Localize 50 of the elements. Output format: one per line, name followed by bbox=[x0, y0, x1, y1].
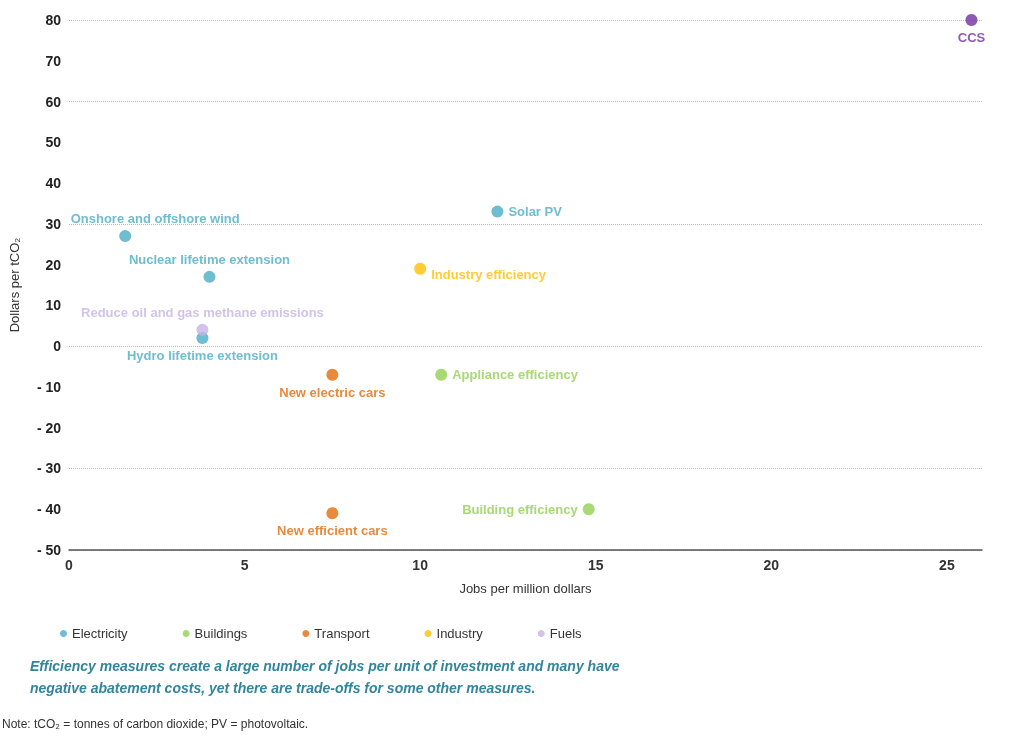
annotation: Nuclear lifetime extension bbox=[128, 251, 291, 267]
point bbox=[196, 323, 209, 336]
annotation: New efficient cars bbox=[277, 523, 388, 539]
y-tick-label: - 10 bbox=[36, 378, 62, 395]
annotation: New electric cars bbox=[279, 384, 386, 400]
x-tick-label: 25 bbox=[939, 557, 955, 573]
y-tick-label: 50 bbox=[45, 134, 62, 151]
point bbox=[203, 270, 216, 283]
x-tick-label: 20 bbox=[763, 557, 780, 573]
y-tick-label: 30 bbox=[45, 215, 62, 232]
y-tick-label: 60 bbox=[45, 93, 62, 110]
y-tick-label: 40 bbox=[45, 175, 62, 192]
point bbox=[965, 14, 978, 26]
x-tick-label: 15 bbox=[587, 557, 604, 573]
y-axis-title: Dollars per tCO₂ bbox=[7, 237, 22, 333]
text: Efficiency measures create a large number of jobs per unit of investment and many have negative abatement costs, yet there are trade-offs for some other measures. bbox=[30, 658, 624, 696]
point bbox=[582, 503, 595, 516]
point bbox=[491, 205, 504, 218]
x-tick-label: 5 bbox=[240, 557, 249, 573]
annotation: Hydro lifetime extension bbox=[126, 348, 278, 363]
annotation: Appliance efficiency bbox=[452, 367, 579, 383]
point bbox=[326, 507, 339, 520]
x-axis-title: Jobs per million dollars bbox=[459, 581, 593, 596]
annotation: Solar PV bbox=[508, 204, 563, 220]
y-tick-label: - 40 bbox=[36, 501, 62, 518]
y-tick-label: 10 bbox=[45, 297, 62, 314]
annotation: Reduce oil and gas methane emissions bbox=[81, 304, 324, 320]
annotation: Onshore and offshore wind bbox=[70, 211, 240, 227]
y-tick-label: 80 bbox=[45, 12, 62, 28]
y-tick-label: - 50 bbox=[36, 542, 62, 558]
point bbox=[435, 368, 448, 381]
y-tick-label: 70 bbox=[45, 52, 62, 69]
y-tick-label: - 20 bbox=[36, 419, 62, 436]
point bbox=[326, 368, 339, 381]
legend-label: Electricity bbox=[72, 626, 129, 641]
legend-label: Buildings bbox=[194, 626, 248, 641]
point bbox=[414, 262, 427, 275]
x-tick-label: 10 bbox=[412, 557, 429, 573]
legend-label: Fuels bbox=[549, 626, 583, 641]
x-tick-label: 0 bbox=[65, 557, 74, 573]
text: Note: tCO₂ = tonnes of carbon dioxide; PV = photovoltaic. bbox=[2, 717, 309, 731]
y-tick-label: 20 bbox=[45, 256, 62, 273]
annotation: Industry efficiency bbox=[431, 267, 547, 283]
legend-label: Transport bbox=[314, 626, 370, 641]
y-tick-label: 0 bbox=[53, 338, 62, 355]
point bbox=[119, 230, 132, 243]
annotation: CCS bbox=[957, 30, 986, 45]
annotation: Building efficiency bbox=[462, 501, 579, 517]
legend-label: Industry bbox=[436, 626, 484, 641]
y-tick-label: - 30 bbox=[36, 460, 62, 477]
